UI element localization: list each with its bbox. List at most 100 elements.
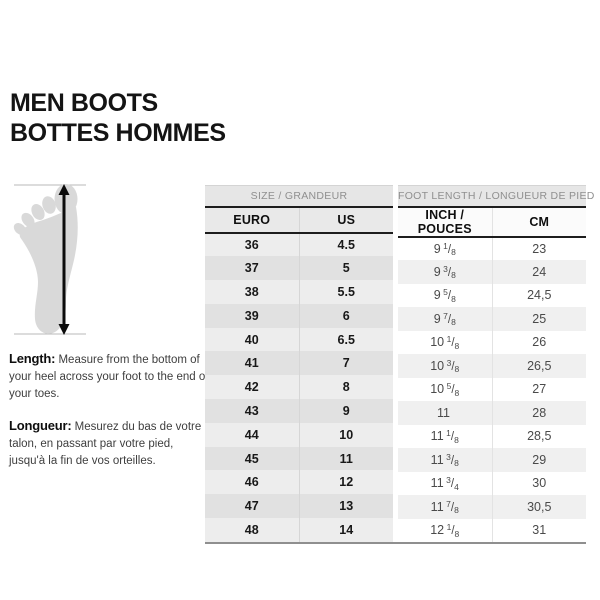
table-row: 47 13 — [205, 494, 393, 519]
us-size-cell: 12 — [298, 470, 393, 495]
us-size-cell: 14 — [298, 518, 393, 542]
inch-whole: 11 — [430, 476, 444, 491]
table-row: 44 10 — [205, 422, 393, 447]
inch-whole: 11 — [430, 429, 444, 444]
us-size-cell: 7 — [298, 351, 393, 376]
table-row: 36 4.5 — [205, 232, 393, 257]
us-size-cell: 5 — [298, 256, 393, 281]
table-row: 11 3/4 30 — [398, 471, 586, 495]
inch-fraction-denominator: 8 — [451, 293, 456, 304]
inch-whole: 9 — [433, 241, 441, 256]
inch-whole: 9 — [433, 311, 441, 326]
inch-fraction-numerator: 1 — [446, 522, 452, 533]
cm-length-cell: 31 — [491, 518, 586, 542]
table-row: 40 6.5 — [205, 327, 393, 352]
inch-fraction-denominator: 8 — [454, 387, 460, 398]
longueur-text: Mesurez du bas de votre talon, en passan… — [9, 421, 202, 468]
euro-size-cell: 40 — [205, 327, 299, 352]
inch-length-cell: 11 — [398, 401, 492, 425]
inch-fraction-slash: / — [451, 360, 455, 373]
inch-fraction-numerator: 5 — [443, 287, 448, 298]
inch-length-cell: 11 7/8 — [398, 495, 492, 519]
inch-length-cell: 10 1/8 — [398, 330, 492, 354]
size-chart: SIZE / GRANDEUR EURO US 36 4.5 37 5 — [205, 185, 594, 544]
table-row: 11 3/8 29 — [398, 448, 586, 472]
euro-size-cell: 44 — [205, 422, 299, 447]
cm-length-cell: 24 — [491, 260, 586, 284]
inch-whole: 11 — [437, 405, 450, 420]
longueur-label: Longueur: — [9, 418, 72, 434]
table-row: 46 12 — [205, 470, 393, 495]
inch-whole: 10 — [430, 335, 445, 350]
inch-whole: 9 — [433, 288, 441, 303]
euro-size-cell: 48 — [205, 518, 299, 542]
inch-fraction-numerator: 3 — [446, 357, 452, 368]
table-row: 9 5/8 24,5 — [398, 283, 586, 307]
foot-length-group-table: FOOT LENGTH / LONGUEUR DE PIED INCH / PO… — [398, 185, 594, 542]
inch-length-cell: 11 3/4 — [398, 471, 492, 495]
us-size-cell: 11 — [298, 446, 393, 471]
cm-length-cell: 23 — [491, 236, 586, 260]
us-size-cell: 10 — [298, 422, 393, 447]
inch-fraction-denominator: 8 — [454, 434, 459, 445]
size-group-header-row: SIZE / GRANDEUR — [205, 185, 393, 208]
cm-column-header: CM — [491, 206, 586, 238]
inch-fraction-denominator: 8 — [454, 528, 460, 539]
cm-length-cell: 30,5 — [491, 495, 586, 519]
table-row: 42 8 — [205, 375, 393, 400]
size-column-header-row: EURO US — [205, 206, 393, 234]
inch-fraction-denominator: 8 — [454, 340, 460, 351]
inch-fraction-denominator: 8 — [451, 317, 456, 328]
table-row: 41 7 — [205, 351, 393, 376]
cm-length-cell: 29 — [491, 448, 586, 472]
inch-fraction-numerator: 3 — [446, 451, 451, 462]
length-label: Length: — [9, 351, 56, 366]
inch-fraction-numerator: 3 — [443, 263, 448, 274]
foot-length-group-header: FOOT LENGTH / LONGUEUR DE PIED — [398, 185, 594, 208]
inch-length-cell: 11 1/8 — [398, 424, 492, 448]
cm-length-cell: 30 — [491, 471, 586, 495]
inch-fraction-slash: / — [447, 266, 452, 279]
cm-length-cell: 27 — [491, 377, 586, 401]
table-row: 9 1/8 23 — [398, 236, 586, 260]
foot-length-table-body: 9 1/8 23 9 3/8 24 9 5/8 24,5 9 7/8 25 — [398, 236, 586, 542]
euro-size-cell: 42 — [205, 375, 299, 400]
foot-length-column-header-row: INCH / POUCES CM — [398, 206, 586, 238]
inch-whole: 9 — [433, 264, 441, 279]
us-size-cell: 9 — [298, 399, 393, 423]
table-row: 12 1/8 31 — [398, 518, 586, 542]
inch-whole: 10 — [430, 382, 445, 397]
euro-column-header: EURO — [205, 206, 299, 234]
us-size-cell: 13 — [298, 494, 393, 519]
size-group-table: SIZE / GRANDEUR EURO US 36 4.5 37 5 — [205, 185, 393, 542]
inch-fraction-slash: / — [450, 431, 455, 444]
inch-fraction-denominator: 8 — [454, 458, 459, 469]
table-row: 38 5.5 — [205, 280, 393, 304]
inch-fraction-numerator: 5 — [446, 381, 452, 392]
inch-fraction-numerator: 7 — [443, 310, 448, 321]
inch-fraction-denominator: 8 — [454, 505, 459, 516]
euro-size-cell: 36 — [205, 232, 299, 257]
euro-size-cell: 43 — [205, 399, 299, 423]
inch-fraction-slash: / — [447, 243, 452, 256]
size-table-body: 36 4.5 37 5 38 5.5 39 6 — [205, 232, 393, 542]
inch-fraction-slash: / — [451, 525, 455, 538]
inch-fraction-slash: / — [451, 337, 455, 350]
cm-length-cell: 26,5 — [491, 354, 586, 378]
inch-length-cell: 9 1/8 — [398, 236, 492, 260]
measuring-instructions: Length: Measure from the bottom of your … — [9, 349, 209, 470]
table-row: 9 3/8 24 — [398, 260, 586, 284]
size-group-header: SIZE / GRANDEUR — [205, 185, 393, 208]
inch-fraction-denominator: 8 — [451, 270, 456, 281]
euro-size-cell: 38 — [205, 280, 299, 304]
inch-column-header: INCH / POUCES — [398, 206, 492, 238]
euro-size-cell: 47 — [205, 494, 299, 519]
page-title-line-1: MEN BOOTS — [10, 89, 158, 117]
euro-size-cell: 37 — [205, 256, 299, 281]
inch-fraction-denominator: 8 — [454, 364, 460, 375]
table-row: 11 28 — [398, 401, 586, 425]
us-size-cell: 6.5 — [298, 327, 393, 352]
inch-length-cell: 9 5/8 — [398, 283, 492, 307]
inch-whole: 11 — [430, 499, 444, 514]
table-group-divider — [393, 185, 398, 542]
